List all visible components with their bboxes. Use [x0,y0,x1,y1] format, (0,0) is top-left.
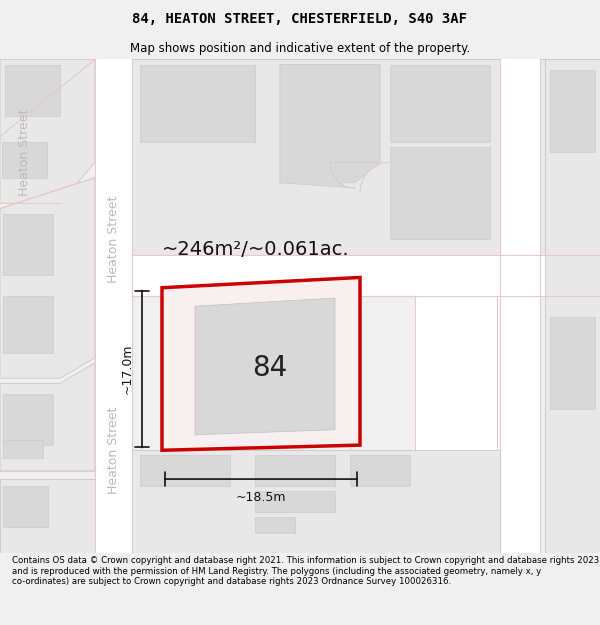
Polygon shape [195,298,335,435]
Bar [350,456,410,486]
Text: Heaton Street: Heaton Street [19,108,32,196]
Polygon shape [280,64,380,182]
Bar [3,440,43,459]
Polygon shape [0,177,95,378]
Bar [415,296,500,553]
Bar [3,486,48,528]
Bar [3,394,53,445]
Text: ~18.5m: ~18.5m [236,491,286,504]
Polygon shape [0,363,95,471]
Bar [255,456,335,486]
Bar [0,479,95,553]
Bar [132,450,500,553]
Bar [255,491,335,512]
Bar [5,64,60,116]
Polygon shape [280,64,380,188]
Bar [132,59,600,255]
Text: Heaton Street: Heaton Street [107,407,120,494]
Text: Contains OS data © Crown copyright and database right 2021. This information is : Contains OS data © Crown copyright and d… [12,556,599,586]
Text: ~17.0m: ~17.0m [121,344,134,394]
Bar [140,456,230,486]
Bar [3,214,53,276]
Bar [550,316,595,409]
Bar [500,59,540,553]
Bar [390,147,490,239]
Bar [3,296,53,352]
Bar [255,517,295,532]
Bar [390,64,490,142]
Text: ~246m²/~0.061ac.: ~246m²/~0.061ac. [162,240,350,259]
Polygon shape [162,278,360,450]
Bar [95,59,132,553]
Polygon shape [0,59,95,203]
Text: Map shows position and indicative extent of the property.: Map shows position and indicative extent… [130,41,470,54]
Bar [545,59,600,553]
Text: 84: 84 [253,354,287,382]
Bar [2,142,47,177]
Text: Heaton Street: Heaton Street [107,196,120,283]
Text: 84, HEATON STREET, CHESTERFIELD, S40 3AF: 84, HEATON STREET, CHESTERFIELD, S40 3AF [133,12,467,26]
Bar [550,69,595,152]
Bar [140,64,255,142]
Bar [132,255,600,296]
